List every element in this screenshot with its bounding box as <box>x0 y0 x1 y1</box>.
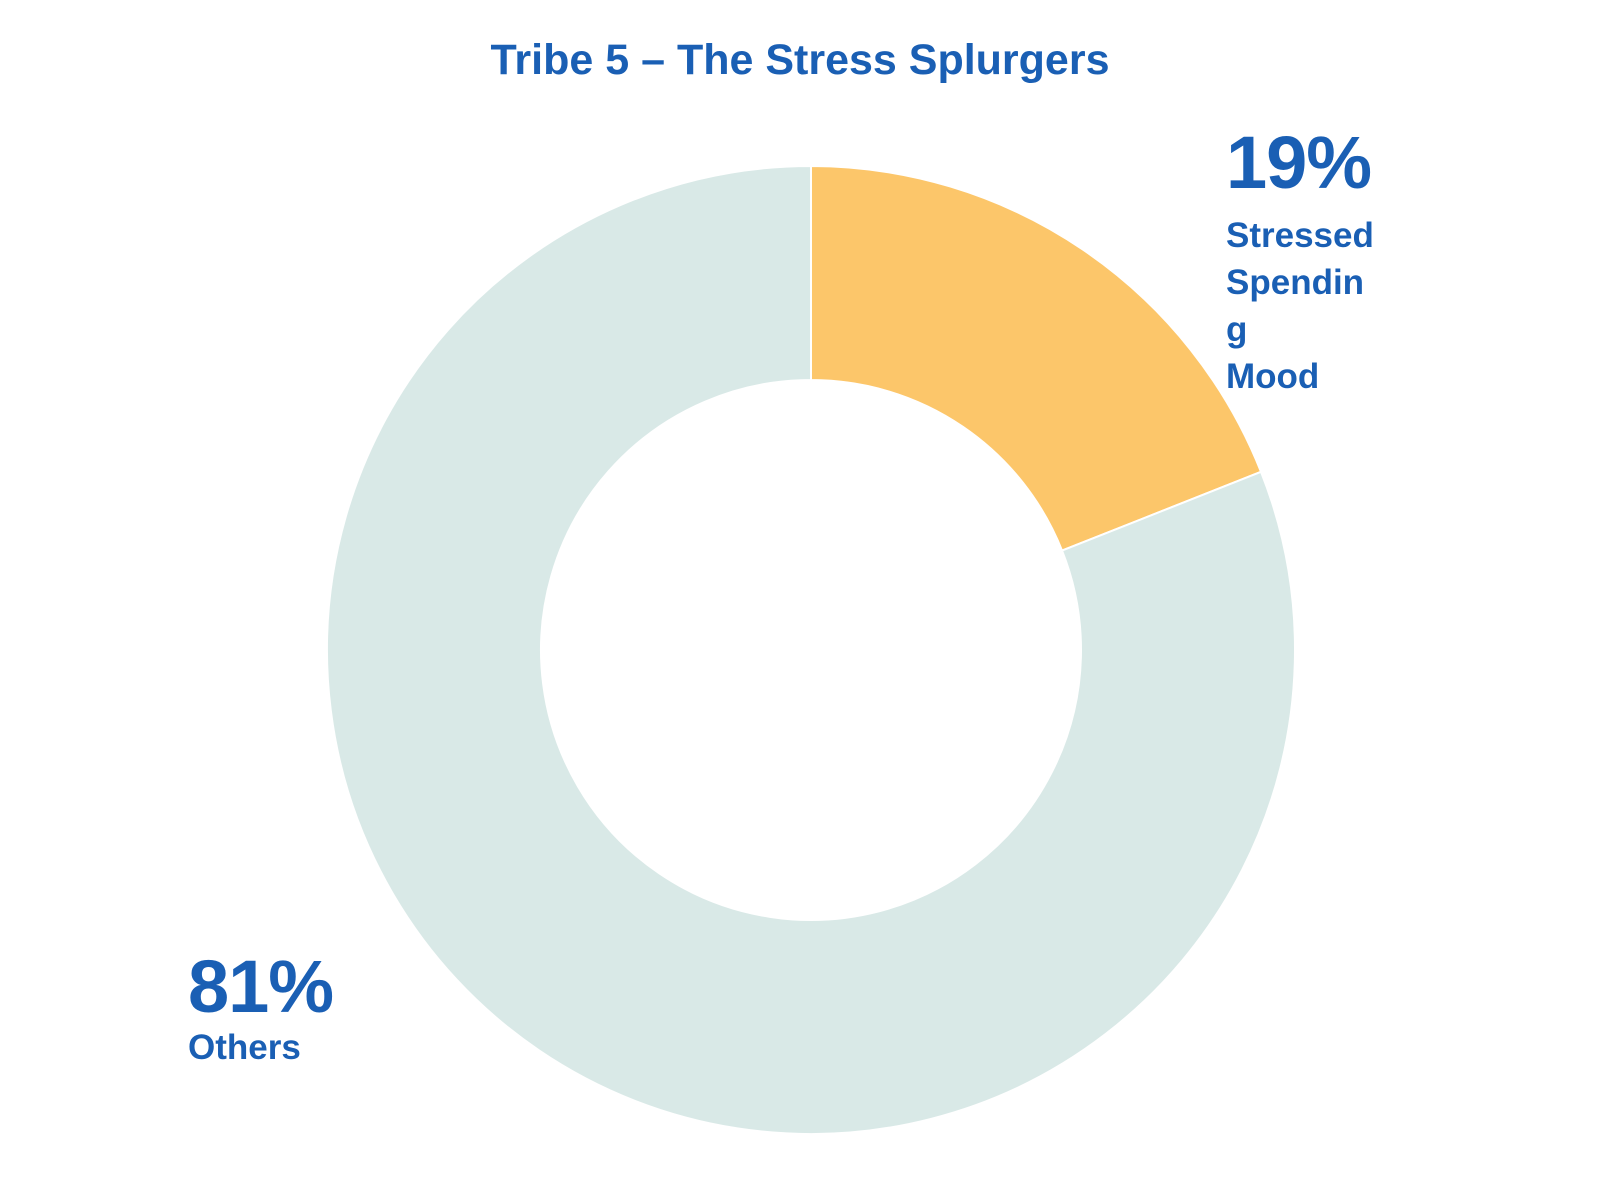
slice-label-stressed-spending: Stressed Spendin g Mood <box>1226 216 1374 396</box>
donut-slice-others <box>326 164 1296 1135</box>
donut-slice-stressed-spending <box>810 164 1263 552</box>
value-label-others: 81% <box>188 945 334 1028</box>
chart-title: Tribe 5 – The Stress Splurgers <box>490 36 1110 84</box>
slice-label-others: Others <box>188 1028 301 1067</box>
callout-stressed-spending: 19% Stressed Spendin g Mood <box>1226 126 1396 400</box>
value-label-stressed-spending: 19% <box>1226 121 1372 204</box>
callout-others: 81% Others <box>188 945 334 1071</box>
